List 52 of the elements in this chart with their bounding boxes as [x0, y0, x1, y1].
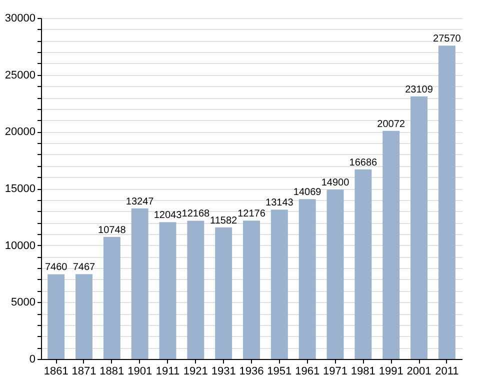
data-label: 7460	[44, 262, 68, 274]
data-label: 14900	[321, 178, 350, 189]
x-tick-label: 1931	[211, 366, 236, 378]
bar	[243, 220, 260, 359]
x-tick-label: 1861	[44, 366, 68, 378]
data-label: 12176	[238, 208, 266, 220]
data-label: 13247	[126, 196, 154, 208]
data-label: 27570	[433, 34, 462, 45]
y-tick-label: 30000	[4, 12, 36, 24]
y-tick-label: 25000	[4, 69, 36, 82]
bar	[410, 96, 428, 359]
y-tick-label: 5000	[11, 296, 36, 309]
x-tick-label: 1961	[295, 366, 320, 378]
bar	[326, 190, 344, 359]
data-label: 16686	[349, 157, 378, 168]
data-label: 12043	[154, 210, 182, 222]
bar	[187, 220, 204, 359]
data-label: 13143	[266, 198, 294, 209]
x-tick-label: 1901	[128, 366, 152, 378]
data-label: 7467	[72, 262, 96, 274]
y-tick-label: 10000	[4, 240, 36, 252]
data-label: 20072	[377, 118, 406, 130]
y-tick-label: 0	[29, 354, 36, 366]
data-label: 10748	[98, 224, 126, 236]
bar	[438, 46, 456, 359]
bar	[159, 222, 176, 359]
bar	[382, 130, 400, 359]
bar	[298, 199, 316, 359]
x-tick-label: 1971	[323, 366, 348, 378]
bar	[270, 210, 288, 359]
bar	[48, 274, 65, 359]
bar	[76, 274, 92, 359]
bar	[215, 227, 232, 359]
bar	[103, 236, 120, 359]
x-tick-label: 1881	[100, 366, 124, 378]
x-tick-label: 1991	[378, 366, 404, 378]
data-label: 12168	[182, 208, 210, 220]
data-label: 14069	[293, 187, 322, 198]
x-tick-label: 1921	[183, 366, 208, 378]
x-tick-label: 2001	[406, 366, 432, 378]
bar	[131, 208, 148, 359]
x-tick-label: 1981	[350, 366, 376, 378]
x-tick-label: 2011	[435, 366, 459, 378]
data-label: 23109	[405, 84, 434, 96]
y-tick-label: 15000	[4, 183, 36, 195]
x-tick-label: 1936	[239, 366, 264, 378]
x-tick-label: 1871	[72, 366, 96, 378]
y-tick-label: 20000	[4, 126, 36, 138]
bar	[354, 169, 372, 359]
x-tick-label: 1911	[156, 366, 180, 378]
data-label: 11582	[210, 215, 238, 226]
x-tick-label: 1951	[267, 366, 292, 378]
